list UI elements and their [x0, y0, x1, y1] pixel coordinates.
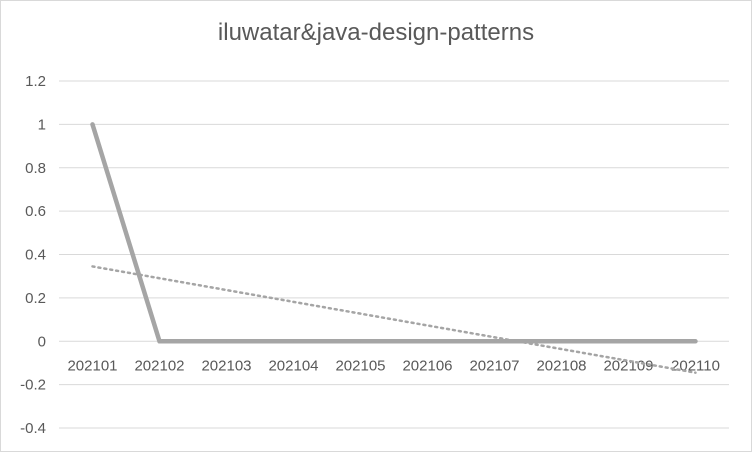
x-tick-label: 202109: [603, 357, 653, 374]
x-tick-label: 202103: [201, 357, 251, 374]
x-tick-label: 202104: [268, 357, 318, 374]
y-tick-label: -0.2: [20, 377, 46, 394]
y-tick-label: 0.4: [25, 247, 46, 264]
trendline: [91, 265, 697, 374]
y-tick-label: 0.2: [25, 290, 46, 307]
y-tick-label: 0: [38, 333, 46, 350]
x-tick-label: 202102: [134, 357, 184, 374]
y-tick-label: 1: [38, 116, 46, 133]
chart-title: iluwatar&java-design-patterns: [217, 19, 535, 46]
x-tick-label: 202108: [536, 357, 586, 374]
y-tick-label: -0.4: [20, 420, 46, 437]
x-tick-label: 202105: [335, 357, 385, 374]
x-tick-label: 202101: [67, 357, 117, 374]
y-tick-label: 0.8: [25, 160, 46, 177]
series-line-0: [90, 122, 698, 344]
x-tick-label: 202107: [469, 357, 519, 374]
y-tick-label: 0.6: [25, 203, 46, 220]
x-tick-label: 202106: [402, 357, 452, 374]
y-tick-label: 1.2: [25, 73, 46, 90]
